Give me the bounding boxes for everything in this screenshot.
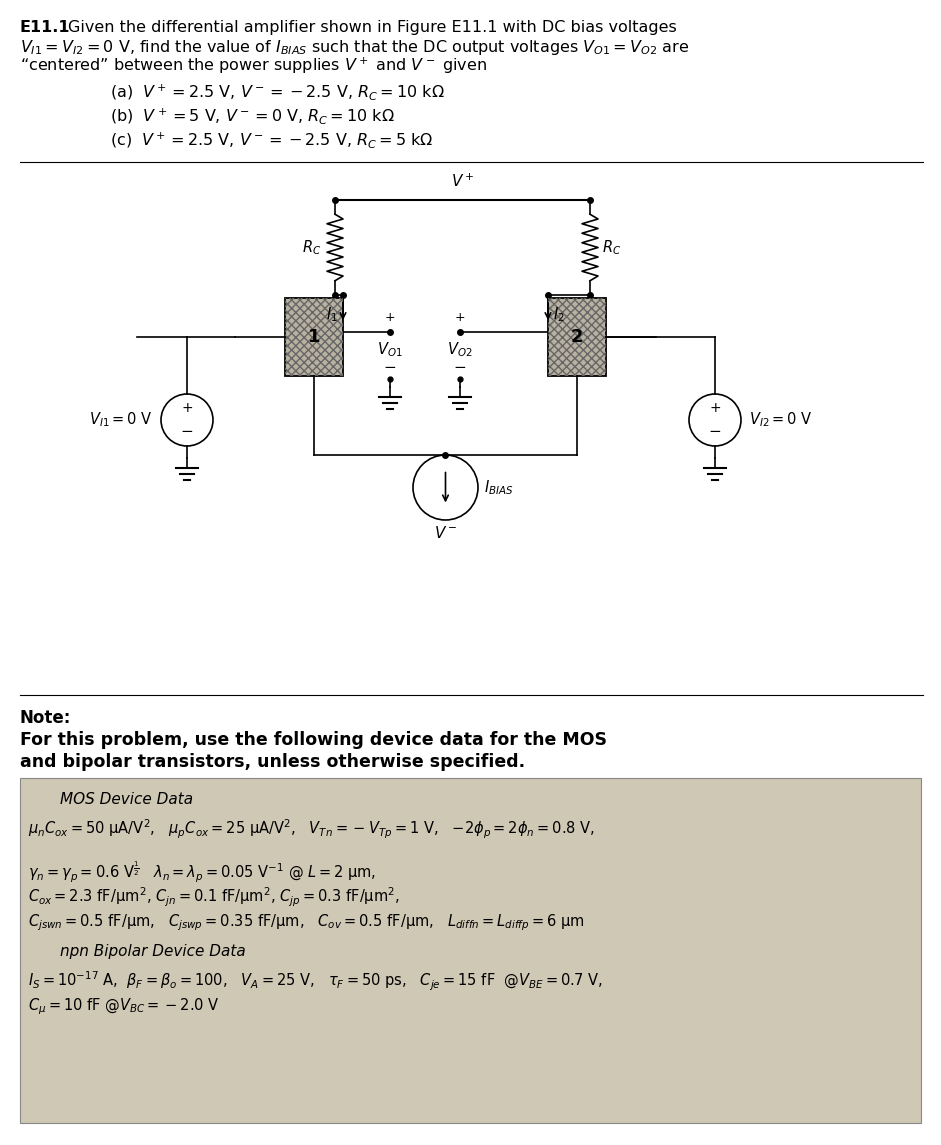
Text: $I_{BIAS}$: $I_{BIAS}$ xyxy=(484,479,514,497)
Text: $V^+$: $V^+$ xyxy=(451,173,474,190)
Text: (b)  $V^+ = 5$ V, $V^- = 0$ V, $R_C = 10$ k$\Omega$: (b) $V^+ = 5$ V, $V^- = 0$ V, $R_C = 10$… xyxy=(110,106,395,126)
Text: $V_{O1}$: $V_{O1}$ xyxy=(377,340,403,358)
Text: $R_C$: $R_C$ xyxy=(302,238,321,256)
Text: Note:: Note: xyxy=(20,709,72,727)
Text: npn Bipolar Device Data: npn Bipolar Device Data xyxy=(60,943,246,960)
Text: 2: 2 xyxy=(571,327,583,346)
Text: $C_{jswn} = 0.5$ fF/μm,   $C_{jswp} = 0.35$ fF/μm,   $C_{ov} = 0.5$ fF/μm,   $L_: $C_{jswn} = 0.5$ fF/μm, $C_{jswp} = 0.35… xyxy=(28,913,584,932)
Text: 1: 1 xyxy=(308,327,320,346)
Text: For this problem, use the following device data for the MOS: For this problem, use the following devi… xyxy=(20,731,607,749)
Text: −: − xyxy=(181,424,193,440)
Text: (c)  $V^+ = 2.5$ V, $V^- = -2.5$ V, $R_C = 5$ k$\Omega$: (c) $V^+ = 2.5$ V, $V^- = -2.5$ V, $R_C … xyxy=(110,131,434,150)
Text: (a)  $V^+ = 2.5$ V, $V^- = -2.5$ V, $R_C = 10$ k$\Omega$: (a) $V^+ = 2.5$ V, $V^- = -2.5$ V, $R_C … xyxy=(110,82,445,102)
Text: +: + xyxy=(455,311,465,324)
Bar xyxy=(20,777,921,1123)
Text: Given the differential amplifier shown in Figure E11.1 with DC bias voltages: Given the differential amplifier shown i… xyxy=(68,19,677,35)
Text: −: − xyxy=(454,360,467,374)
Bar xyxy=(548,298,606,376)
Text: $V_{I1} = 0$ V: $V_{I1} = 0$ V xyxy=(89,411,153,429)
Text: MOS Device Data: MOS Device Data xyxy=(60,792,193,807)
Text: −: − xyxy=(709,424,722,440)
Text: −: − xyxy=(384,360,396,374)
Text: $V_{O2}$: $V_{O2}$ xyxy=(447,340,472,358)
Text: $I_S = 10^{-17}$ A,  $\beta_F = \beta_o = 100$,   $V_A = 25$ V,   $\tau_F = 50$ : $I_S = 10^{-17}$ A, $\beta_F = \beta_o =… xyxy=(28,970,602,994)
Text: $V_{I2} = 0$ V: $V_{I2} = 0$ V xyxy=(749,411,813,429)
Bar xyxy=(285,298,343,376)
Text: $I_1$: $I_1$ xyxy=(327,305,338,324)
Text: E11.1: E11.1 xyxy=(20,19,71,35)
Text: +: + xyxy=(710,401,721,416)
Text: $I_2$: $I_2$ xyxy=(553,305,565,324)
Text: “centered” between the power supplies $V^+$ and $V^-$ given: “centered” between the power supplies $V… xyxy=(20,56,487,77)
Text: $\gamma_n = \gamma_p = 0.6$ V$^{\frac{1}{2}}$   $\lambda_n = \lambda_p = 0.05$ V: $\gamma_n = \gamma_p = 0.6$ V$^{\frac{1}… xyxy=(28,860,376,885)
Bar xyxy=(285,298,343,376)
Text: +: + xyxy=(182,401,193,416)
Text: and bipolar transistors, unless otherwise specified.: and bipolar transistors, unless otherwis… xyxy=(20,753,525,771)
Text: $\mu_n C_{ox} = 50$ μA/V$^2$,   $\mu_p C_{ox} = 25$ μA/V$^2$,   $V_{Tn} = -V_{Tp: $\mu_n C_{ox} = 50$ μA/V$^2$, $\mu_p C_{… xyxy=(28,818,595,842)
Text: $C_\mu = 10$ fF @$V_{BC} = -2.0$ V: $C_\mu = 10$ fF @$V_{BC} = -2.0$ V xyxy=(28,996,219,1017)
Text: $C_{ox} = 2.3$ fF/μm$^2$, $C_{jn} = 0.1$ fF/μm$^2$, $C_{jp} = 0.3$ fF/μm$^2$,: $C_{ox} = 2.3$ fF/μm$^2$, $C_{jn} = 0.1$… xyxy=(28,886,400,909)
Text: $R_C$: $R_C$ xyxy=(602,238,621,256)
Bar xyxy=(548,298,606,376)
Text: $V_{I1} = V_{I2} = 0$ V, find the value of $I_{BIAS}$ such that the DC output vo: $V_{I1} = V_{I2} = 0$ V, find the value … xyxy=(20,38,690,57)
Text: $V^-$: $V^-$ xyxy=(434,526,457,540)
Text: +: + xyxy=(385,311,395,324)
